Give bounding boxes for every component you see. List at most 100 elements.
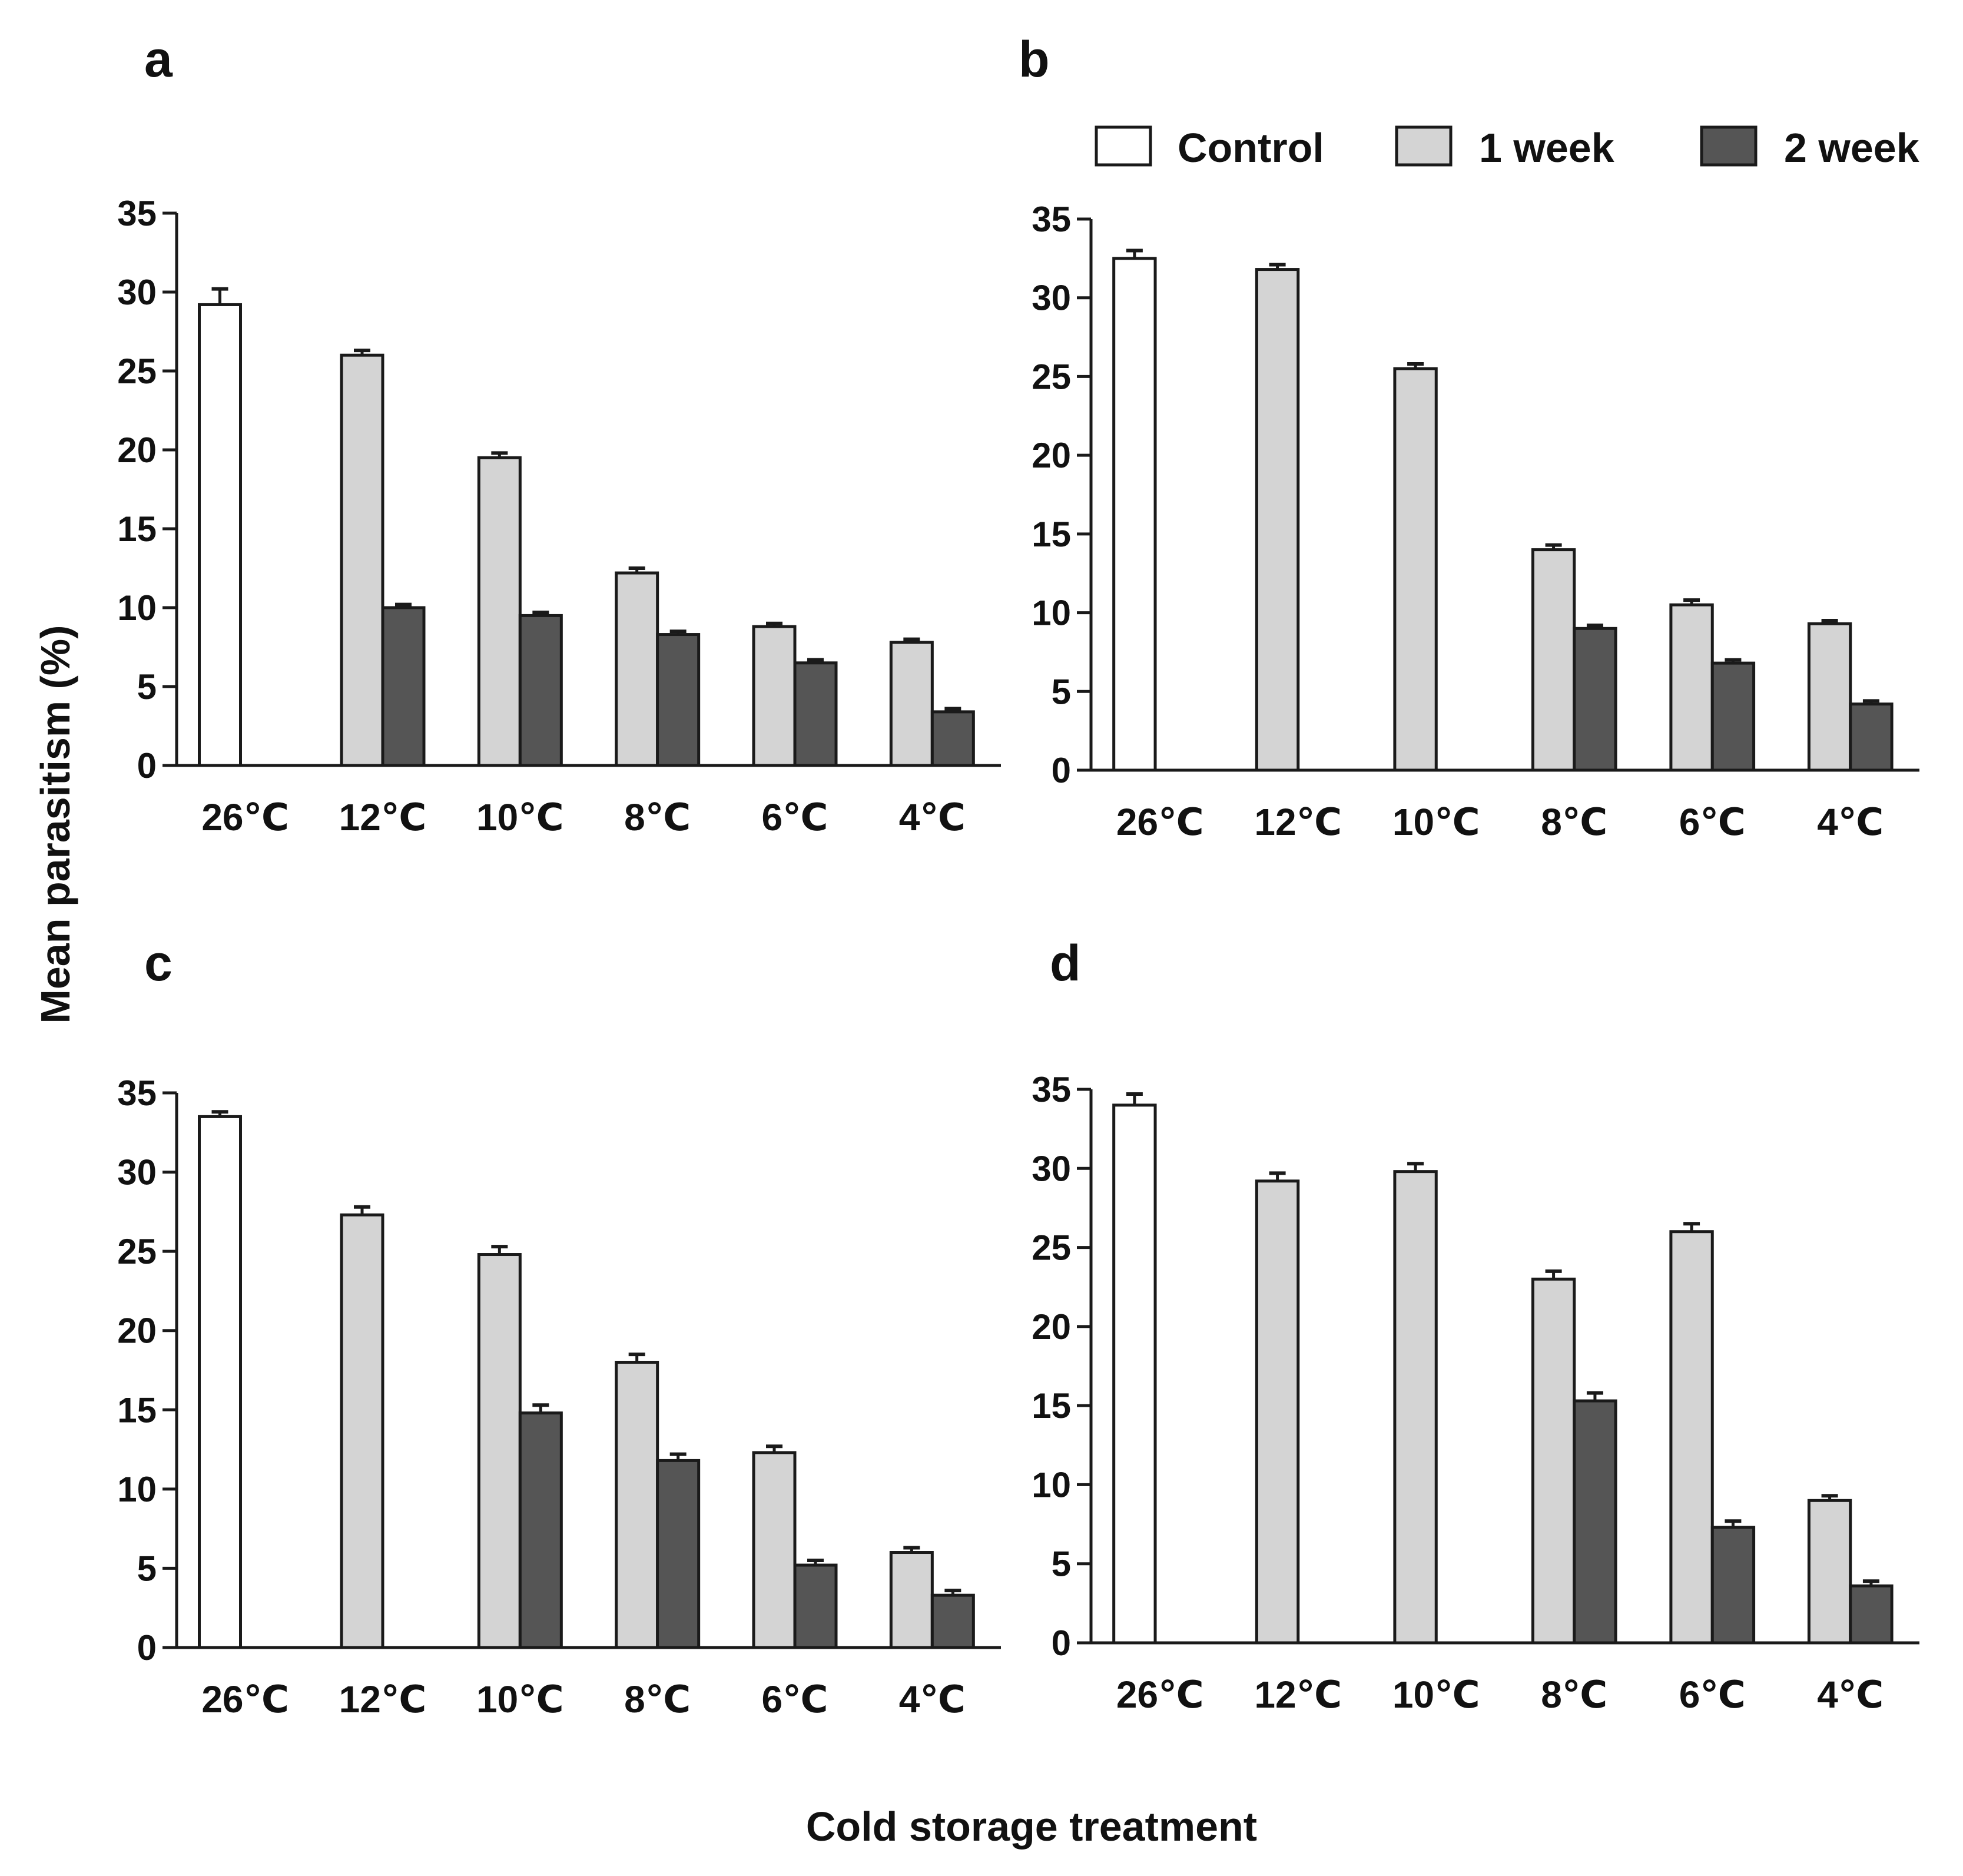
y-tick-label: 35 — [1032, 1070, 1071, 1109]
legend-swatch-control — [1095, 125, 1152, 167]
x-tick-label: 10℃ — [476, 796, 564, 838]
y-tick-label: 20 — [117, 1311, 157, 1351]
x-tick-label: 8℃ — [1541, 801, 1607, 843]
bar-2-week — [1710, 1526, 1756, 1645]
y-tick-label: 15 — [117, 1390, 157, 1430]
bar-1-week — [1807, 622, 1852, 772]
x-tick-label: 6℃ — [1679, 1673, 1746, 1716]
legend-swatch-2-week — [1700, 125, 1758, 167]
bar-2-week — [518, 614, 563, 767]
x-axis-title: Cold storage treatment — [806, 1804, 1257, 1850]
bar-1-week — [615, 571, 659, 767]
x-tick-label: 12℃ — [1254, 801, 1342, 843]
x-tick-label: 4℃ — [1817, 801, 1884, 843]
y-tick-label: 15 — [1032, 1386, 1071, 1426]
x-tick-label: 26℃ — [1116, 1673, 1204, 1716]
bar-2-week — [793, 1563, 838, 1649]
bar-2-week — [656, 633, 701, 767]
x-tick-label: 4℃ — [899, 796, 966, 838]
bar-2-week — [793, 661, 838, 767]
bar-1-week — [1807, 1499, 1852, 1645]
x-tick-label: 10℃ — [476, 1678, 564, 1721]
y-tick-label: 30 — [117, 273, 157, 312]
bar-2-week — [1849, 702, 1894, 772]
y-tick-label: 10 — [1032, 1465, 1071, 1504]
x-tick-label: 26℃ — [1116, 801, 1204, 843]
y-tick-label: 15 — [1032, 515, 1071, 554]
bar-1-week — [889, 641, 934, 767]
bar-2-week — [518, 1411, 563, 1649]
bar-2-week — [1849, 1584, 1894, 1645]
panel-letter: a — [144, 31, 173, 88]
bar-2-week — [1573, 1399, 1617, 1645]
legend-label-control: Control — [1178, 125, 1324, 171]
y-tick-label: 5 — [137, 1549, 157, 1588]
y-tick-label: 5 — [1052, 1544, 1071, 1584]
y-tick-label: 30 — [117, 1153, 157, 1192]
x-tick-label: 6℃ — [761, 1678, 828, 1721]
y-tick-label: 30 — [1032, 279, 1071, 318]
bar-1-week — [615, 1361, 659, 1649]
y-tick-label: 20 — [1032, 436, 1071, 475]
bar-1-week — [1393, 1170, 1438, 1645]
y-tick-label: 20 — [117, 430, 157, 470]
y-tick-label: 25 — [1032, 357, 1071, 396]
bar-control — [198, 303, 242, 767]
y-tick-label: 10 — [1032, 594, 1071, 633]
x-tick-label: 6℃ — [1679, 801, 1746, 843]
y-tick-label: 10 — [117, 1470, 157, 1509]
x-tick-label: 4℃ — [899, 1678, 966, 1721]
legend-swatch-1-week — [1395, 125, 1453, 167]
bar-1-week — [477, 1253, 522, 1649]
bar-1-week — [340, 353, 384, 767]
bar-control — [1112, 257, 1157, 772]
y-tick-label: 35 — [117, 1073, 157, 1113]
legend-label-1-week: 1 week — [1479, 125, 1614, 171]
y-tick-label: 5 — [137, 667, 157, 707]
bar-2-week — [381, 606, 426, 767]
x-tick-label: 12℃ — [339, 796, 427, 838]
x-tick-label: 10℃ — [1392, 801, 1480, 843]
bar-2-week — [1573, 627, 1617, 772]
y-axis-title: Mean parasitism (%) — [32, 625, 78, 1024]
panel-d: d 0 5 10 15 20 25 30 35 26℃ 12℃ 10℃ 8℃ 6℃ 4℃ — [1032, 935, 1919, 1716]
y-tick-label: 35 — [117, 194, 157, 233]
panel-c: c 0 5 10 15 20 25 30 35 26℃ 12℃ 10℃ 8℃ 6℃ 4℃ — [117, 935, 1001, 1721]
y-tick-label: 5 — [1052, 672, 1071, 711]
y-tick-label: 0 — [137, 746, 157, 785]
x-tick-label: 12℃ — [1254, 1673, 1342, 1716]
panels: a 0 5 10 15 20 25 30 35 26℃ 12℃ 10℃ 8℃ 6℃ 4℃ b 0 5 10 15 20 2… — [117, 31, 1919, 1721]
x-tick-label: 12℃ — [339, 1678, 427, 1721]
legend-label-2-week: 2 week — [1784, 125, 1919, 171]
y-tick-label: 10 — [117, 588, 157, 628]
y-tick-label: 20 — [1032, 1307, 1071, 1347]
x-tick-label: 26℃ — [201, 796, 289, 838]
panel-letter: c — [144, 935, 173, 992]
x-tick-label: 4℃ — [1817, 1673, 1884, 1716]
bar-2-week — [930, 1593, 975, 1649]
bar-1-week — [1393, 367, 1438, 772]
bar-1-week — [752, 1451, 797, 1649]
bar-1-week — [1531, 548, 1576, 772]
x-tick-label: 26℃ — [201, 1678, 289, 1721]
bar-2-week — [656, 1459, 701, 1649]
bar-1-week — [477, 456, 522, 767]
y-tick-label: 0 — [1052, 1623, 1071, 1663]
bar-control — [198, 1115, 242, 1649]
bar-1-week — [752, 625, 797, 767]
panel-b: b 0 5 10 15 20 25 30 35 26℃ 12℃ 10℃ 8℃ 6℃ 4℃ — [1019, 31, 1919, 843]
y-tick-label: 0 — [1052, 751, 1071, 790]
bar-1-week — [1255, 1179, 1300, 1645]
bar-1-week — [340, 1213, 384, 1649]
x-tick-label: 8℃ — [624, 1678, 691, 1721]
y-tick-label: 25 — [117, 1232, 157, 1271]
y-tick-label: 15 — [117, 509, 157, 549]
x-tick-label: 6℃ — [761, 796, 828, 838]
x-tick-label: 10℃ — [1392, 1673, 1480, 1716]
bar-1-week — [889, 1551, 934, 1649]
x-tick-label: 8℃ — [624, 796, 691, 838]
panel-letter: d — [1050, 935, 1081, 992]
y-tick-label: 25 — [117, 352, 157, 391]
bar-1-week — [1531, 1277, 1576, 1645]
